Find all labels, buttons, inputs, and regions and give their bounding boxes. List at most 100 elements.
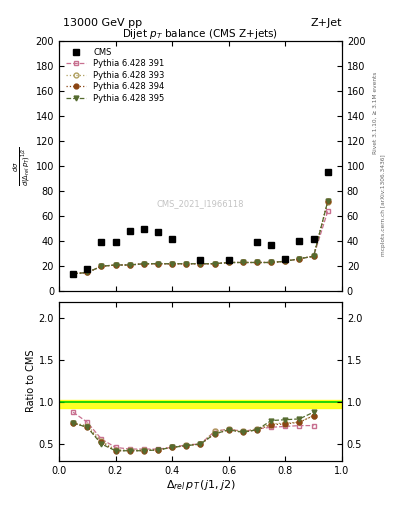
Pythia 6.428 394 <box>198 261 203 267</box>
Pythia 6.428 393 <box>85 269 90 275</box>
Pythia 6.428 394 <box>156 261 160 267</box>
Pythia 6.428 395 <box>283 258 288 264</box>
Pythia 6.428 394 <box>241 260 245 266</box>
CMS <box>269 242 274 248</box>
Pythia 6.428 391 <box>269 260 274 266</box>
Text: Rivet 3.1.10, ≥ 3.1M events: Rivet 3.1.10, ≥ 3.1M events <box>373 72 378 154</box>
Pythia 6.428 393 <box>198 261 203 267</box>
Pythia 6.428 391 <box>170 261 174 267</box>
Pythia 6.428 393 <box>269 260 274 266</box>
Pythia 6.428 394 <box>99 263 104 269</box>
Pythia 6.428 395 <box>269 260 274 266</box>
CMS <box>283 255 288 262</box>
Pythia 6.428 394 <box>71 271 75 277</box>
Pythia 6.428 394 <box>127 262 132 268</box>
Pythia 6.428 394 <box>325 198 330 204</box>
Pythia 6.428 391 <box>141 261 146 267</box>
Pythia 6.428 394 <box>226 260 231 266</box>
Pythia 6.428 393 <box>297 255 302 262</box>
Pythia 6.428 391 <box>85 269 90 275</box>
X-axis label: $\Delta_{rel}\,p_T\,(j1,j2)$: $\Delta_{rel}\,p_T\,(j1,j2)$ <box>165 478 235 493</box>
CMS <box>156 229 160 236</box>
Pythia 6.428 393 <box>156 261 160 267</box>
Pythia 6.428 395 <box>113 262 118 268</box>
Pythia 6.428 391 <box>71 271 75 277</box>
CMS <box>226 257 231 263</box>
CMS <box>85 266 90 272</box>
Line: CMS: CMS <box>70 169 331 277</box>
Pythia 6.428 394 <box>269 260 274 266</box>
Pythia 6.428 391 <box>226 260 231 266</box>
Pythia 6.428 395 <box>127 262 132 268</box>
Pythia 6.428 394 <box>297 255 302 262</box>
CMS <box>325 169 330 176</box>
Pythia 6.428 393 <box>71 271 75 277</box>
Pythia 6.428 394 <box>113 262 118 268</box>
CMS <box>198 257 203 263</box>
Pythia 6.428 395 <box>325 198 330 204</box>
Pythia 6.428 395 <box>255 260 259 266</box>
Pythia 6.428 391 <box>113 262 118 268</box>
Pythia 6.428 393 <box>311 253 316 259</box>
Pythia 6.428 391 <box>297 255 302 262</box>
Pythia 6.428 391 <box>283 258 288 264</box>
Y-axis label: $\frac{d\sigma}{d(\Delta_{rel}\,p_T)^{1/2}}$: $\frac{d\sigma}{d(\Delta_{rel}\,p_T)^{1/… <box>12 146 33 186</box>
Text: CMS_2021_I1966118: CMS_2021_I1966118 <box>157 199 244 208</box>
Line: Pythia 6.428 391: Pythia 6.428 391 <box>71 209 330 276</box>
Bar <box>59 399 342 408</box>
CMS <box>255 240 259 246</box>
Pythia 6.428 391 <box>184 261 189 267</box>
Pythia 6.428 393 <box>170 261 174 267</box>
Pythia 6.428 393 <box>255 260 259 266</box>
Pythia 6.428 394 <box>184 261 189 267</box>
CMS <box>127 228 132 234</box>
Pythia 6.428 395 <box>311 253 316 259</box>
Pythia 6.428 395 <box>156 261 160 267</box>
Line: Pythia 6.428 393: Pythia 6.428 393 <box>71 200 330 276</box>
CMS <box>311 236 316 242</box>
Pythia 6.428 394 <box>170 261 174 267</box>
Line: Pythia 6.428 394: Pythia 6.428 394 <box>71 199 330 276</box>
Pythia 6.428 394 <box>255 260 259 266</box>
Pythia 6.428 395 <box>184 261 189 267</box>
Text: Z+Jet: Z+Jet <box>310 18 342 28</box>
Pythia 6.428 395 <box>71 271 75 277</box>
Title: Dijet $p_T$ balance (CMS Z+jets): Dijet $p_T$ balance (CMS Z+jets) <box>122 27 279 41</box>
Pythia 6.428 395 <box>170 261 174 267</box>
Pythia 6.428 394 <box>311 253 316 259</box>
Pythia 6.428 393 <box>212 261 217 267</box>
Pythia 6.428 391 <box>325 208 330 214</box>
Pythia 6.428 395 <box>99 263 104 269</box>
Pythia 6.428 391 <box>99 263 104 269</box>
Pythia 6.428 395 <box>141 261 146 267</box>
Text: 13000 GeV pp: 13000 GeV pp <box>63 18 142 28</box>
Line: Pythia 6.428 395: Pythia 6.428 395 <box>71 199 330 276</box>
Pythia 6.428 395 <box>212 261 217 267</box>
Pythia 6.428 394 <box>212 261 217 267</box>
CMS <box>297 238 302 244</box>
Pythia 6.428 394 <box>283 258 288 264</box>
Pythia 6.428 391 <box>311 253 316 259</box>
Text: mcplots.cern.ch [arXiv:1306.3436]: mcplots.cern.ch [arXiv:1306.3436] <box>381 154 386 255</box>
Pythia 6.428 391 <box>156 261 160 267</box>
Pythia 6.428 391 <box>127 262 132 268</box>
CMS <box>170 236 174 242</box>
Pythia 6.428 393 <box>241 260 245 266</box>
Pythia 6.428 393 <box>127 262 132 268</box>
Y-axis label: Ratio to CMS: Ratio to CMS <box>26 350 36 412</box>
Pythia 6.428 394 <box>85 269 90 275</box>
CMS <box>99 240 104 246</box>
Pythia 6.428 395 <box>198 261 203 267</box>
Pythia 6.428 395 <box>297 255 302 262</box>
Pythia 6.428 393 <box>99 263 104 269</box>
Pythia 6.428 391 <box>241 260 245 266</box>
CMS <box>71 271 75 277</box>
CMS <box>141 226 146 232</box>
CMS <box>113 240 118 246</box>
Pythia 6.428 393 <box>226 260 231 266</box>
Pythia 6.428 395 <box>85 269 90 275</box>
Pythia 6.428 393 <box>325 199 330 205</box>
Pythia 6.428 393 <box>283 258 288 264</box>
Pythia 6.428 393 <box>184 261 189 267</box>
Pythia 6.428 391 <box>255 260 259 266</box>
